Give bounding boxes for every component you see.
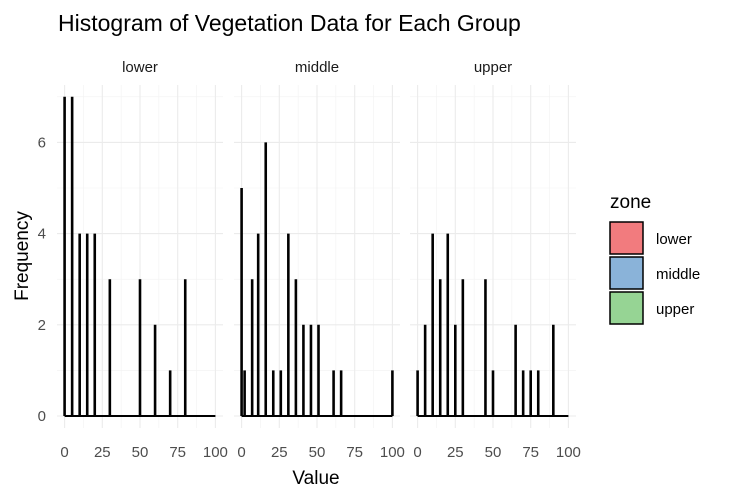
x-tick-label: 0 (237, 444, 245, 461)
x-tick-label: 75 (522, 444, 539, 461)
panel-middle: middle 0 25 50 75 100 (234, 59, 405, 461)
legend-label-lower: lower (656, 231, 692, 248)
y-tick-label: 4 (38, 226, 46, 243)
facet-label-upper: upper (474, 59, 512, 76)
legend-label-middle: middle (656, 266, 700, 283)
legend-swatch-upper (609, 291, 644, 325)
legend-swatch-lower (609, 221, 644, 255)
y-tick-label: 6 (38, 134, 46, 151)
panel-upper: upper 0 25 50 75 100 (410, 59, 581, 461)
y-axis-ticks: 0 2 4 6 (38, 134, 46, 425)
y-tick-label: 0 (38, 408, 46, 425)
x-tick-label: 100 (380, 444, 405, 461)
x-tick-label: 75 (169, 444, 186, 461)
x-tick-label: 0 (60, 444, 68, 461)
legend-title: zone (610, 192, 651, 213)
x-axis-title: Value (292, 468, 339, 489)
x-tick-label: 50 (309, 444, 326, 461)
x-tick-label: 25 (271, 444, 288, 461)
y-tick-label: 2 (38, 317, 46, 334)
facet-panels: lower 0 25 50 75 100 middle 0 25 50 75 100 upper 0 25 5… (57, 59, 581, 461)
facet-label-middle: middle (295, 59, 339, 76)
x-tick-label: 75 (346, 444, 363, 461)
y-axis-title: Frequency (12, 211, 33, 301)
x-tick-label: 100 (203, 444, 228, 461)
panel-lower: lower 0 25 50 75 100 (57, 59, 228, 461)
x-tick-label: 25 (447, 444, 464, 461)
x-tick-label: 0 (413, 444, 421, 461)
x-tick-label: 50 (132, 444, 149, 461)
legend-label-upper: upper (656, 301, 694, 318)
facet-label-lower: lower (122, 59, 158, 76)
legend-swatch-middle (609, 256, 644, 290)
x-tick-label: 50 (485, 444, 502, 461)
x-tick-label: 100 (556, 444, 581, 461)
legend: zone lower middle upper (609, 192, 700, 325)
legend-items: lower middle upper (609, 221, 700, 325)
chart-title: Histogram of Vegetation Data for Each Gr… (58, 10, 521, 36)
x-tick-label: 25 (94, 444, 111, 461)
